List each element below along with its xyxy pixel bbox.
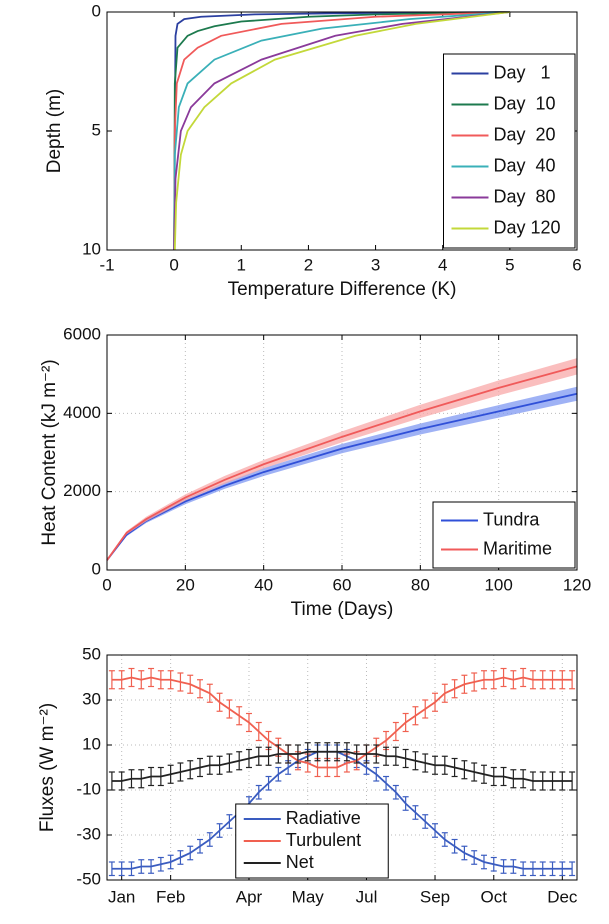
x-tick-label: 120	[563, 575, 591, 594]
legend-label: Tundra	[483, 509, 540, 529]
x-tick-label: 1	[237, 255, 246, 274]
y-tick-label: -50	[76, 869, 101, 888]
y-tick-label: 4000	[63, 403, 101, 422]
y-tick-label: 10	[82, 734, 101, 753]
x-tick-label: 0	[102, 575, 111, 594]
x-tick-label: 20	[176, 575, 195, 594]
legend-label: Net	[286, 852, 314, 872]
line	[173, 11, 510, 251]
legend-box	[443, 53, 576, 249]
y-axis-label: Fluxes (W m⁻²)	[37, 703, 58, 832]
x-tick-label: Apr	[236, 887, 263, 906]
x-axis-label: Temperature Difference (K)	[228, 279, 457, 300]
x-tick-label: Oct	[481, 887, 508, 906]
axes-frame	[106, 334, 578, 571]
y-tick-label: 5	[92, 120, 101, 139]
line	[106, 365, 578, 561]
y-tick-label: -10	[76, 779, 101, 798]
x-tick-label: 4	[438, 255, 447, 274]
x-axis-label: Time (Days)	[291, 599, 394, 620]
x-tick-label: Jan	[108, 887, 135, 906]
axes-frame	[106, 11, 578, 251]
y-tick-label: 0	[92, 1, 101, 20]
x-tick-label: 80	[411, 575, 430, 594]
x-tick-label: 3	[371, 255, 380, 274]
x-tick-label: 0	[169, 255, 178, 274]
x-tick-label: 2	[304, 255, 313, 274]
legend-label: Maritime	[483, 538, 552, 558]
axes-frame	[106, 654, 578, 881]
legend-box	[432, 501, 576, 569]
x-tick-label: 60	[333, 575, 352, 594]
legend-label: Radiative	[286, 808, 361, 828]
y-tick-label: 50	[82, 644, 101, 663]
line	[111, 750, 573, 782]
legend-label: Day 80	[494, 186, 556, 206]
x-tick-label: Jul	[356, 887, 378, 906]
line	[173, 11, 510, 251]
x-tick-label: May	[292, 887, 325, 906]
legend-label: Day 120	[494, 217, 561, 237]
x-tick-label: Dec	[547, 887, 578, 906]
x-tick-label: 100	[484, 575, 512, 594]
line	[173, 11, 510, 251]
legend-label: Day 20	[494, 124, 556, 144]
x-tick-label: 6	[572, 255, 581, 274]
y-tick-label: -30	[76, 824, 101, 843]
legend-label: Turbulent	[286, 830, 361, 850]
x-tick-label: 5	[505, 255, 514, 274]
line	[173, 11, 510, 251]
y-tick-label: 2000	[63, 481, 101, 500]
y-tick-label: 6000	[63, 324, 101, 343]
x-tick-label: Sep	[420, 887, 450, 906]
legend-label: Day 10	[494, 93, 556, 113]
y-tick-label: 0	[92, 559, 101, 578]
legend-label: Day 40	[494, 155, 556, 175]
y-axis-label: Depth (m)	[44, 89, 65, 173]
y-axis-label: Heat Content (kJ m⁻²)	[39, 359, 60, 545]
line	[111, 676, 573, 769]
x-tick-label: -1	[99, 255, 114, 274]
y-tick-label: 10	[82, 239, 101, 258]
line	[173, 11, 510, 251]
x-tick-label: Feb	[156, 887, 185, 906]
line	[106, 392, 578, 561]
x-tick-label: 40	[254, 575, 273, 594]
line	[173, 11, 510, 251]
y-tick-label: 30	[82, 689, 101, 708]
line	[111, 750, 573, 870]
plot-area	[106, 11, 578, 251]
legend-label: Day 1	[494, 62, 551, 82]
